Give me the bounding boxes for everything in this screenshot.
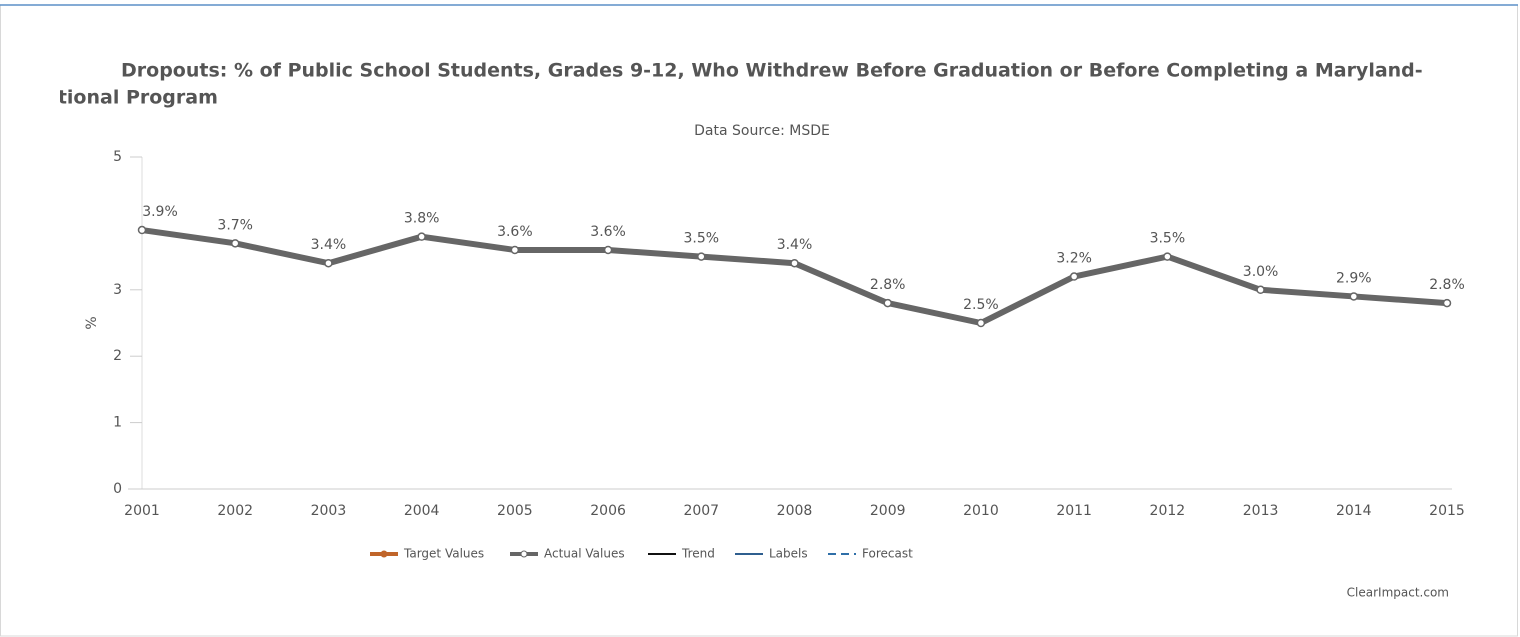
x-tick-label: 2005 xyxy=(497,503,533,519)
frame xyxy=(0,4,1518,637)
x-tick-label: 2011 xyxy=(1056,503,1092,519)
data-label: 3.8% xyxy=(404,211,440,227)
point xyxy=(1442,298,1452,308)
x-tick-label: 2006 xyxy=(590,503,626,519)
y-tick-label: 5 xyxy=(113,149,122,165)
x-tick-label: 2001 xyxy=(124,503,160,519)
x-tick-label: 2010 xyxy=(963,503,999,519)
credit: ClearImpact.com xyxy=(1347,586,1449,600)
point xyxy=(976,318,986,328)
y-tick-label: 3 xyxy=(113,282,122,298)
legend-label: Target Values xyxy=(403,547,484,561)
point xyxy=(137,225,147,235)
x-tick-label: 2014 xyxy=(1336,503,1372,519)
data-label: 3.4% xyxy=(311,237,347,253)
x-tick-label: 2007 xyxy=(683,503,719,519)
point xyxy=(790,258,799,268)
point xyxy=(510,245,520,255)
chart-title: Dropouts: % of Public School Students, G… xyxy=(121,60,1423,82)
point xyxy=(230,239,240,248)
point xyxy=(603,245,613,255)
point xyxy=(1349,292,1359,301)
title-group: Dropouts: % of Public School Students, G… xyxy=(45,60,1423,109)
legend-marker xyxy=(380,550,388,558)
x-tick-label: 2015 xyxy=(1429,503,1465,519)
y-axis-label: % xyxy=(84,316,100,329)
x-tick-label: 2003 xyxy=(311,503,347,519)
data-label: 3.9% xyxy=(142,204,178,220)
legend-label: Actual Values xyxy=(544,547,625,561)
point xyxy=(883,298,892,308)
point xyxy=(324,258,333,268)
legend-label: Labels xyxy=(769,547,808,561)
data-label: 2.9% xyxy=(1336,270,1372,286)
point xyxy=(417,232,426,241)
x-tick-label: 2008 xyxy=(777,503,813,519)
point xyxy=(1256,285,1265,295)
data-label: 3.2% xyxy=(1056,251,1092,267)
data-label: 3.7% xyxy=(217,217,253,233)
data-label: 2.5% xyxy=(963,297,999,313)
x-tick-label: 2012 xyxy=(1150,503,1186,519)
data-label: 3.5% xyxy=(683,231,719,247)
data-label: 3.0% xyxy=(1243,264,1279,280)
y-tick-label: 2 xyxy=(113,348,122,364)
chart-title: ational Program xyxy=(45,87,218,109)
data-label: 2.8% xyxy=(870,277,906,293)
legend-label: Trend xyxy=(681,547,715,561)
x-tick-label: 2013 xyxy=(1243,503,1279,519)
data-label: 3.6% xyxy=(497,224,533,240)
data-label: 3.6% xyxy=(590,224,626,240)
data-label: 3.4% xyxy=(777,237,813,253)
legend-label: Forecast xyxy=(862,547,913,561)
x-tick-label: 2004 xyxy=(404,503,440,519)
legend-marker xyxy=(520,550,528,558)
point xyxy=(697,252,706,261)
y-tick-label: 0 xyxy=(113,481,122,497)
data-label: 3.5% xyxy=(1150,231,1186,247)
point xyxy=(1069,272,1079,281)
data-label: 2.8% xyxy=(1429,277,1465,293)
x-tick-label: 2009 xyxy=(870,503,906,519)
y-tick-label: 1 xyxy=(113,415,122,431)
subtitle: Data Source: MSDE xyxy=(694,123,830,139)
point xyxy=(1163,252,1172,261)
x-tick-label: 2002 xyxy=(217,503,253,519)
